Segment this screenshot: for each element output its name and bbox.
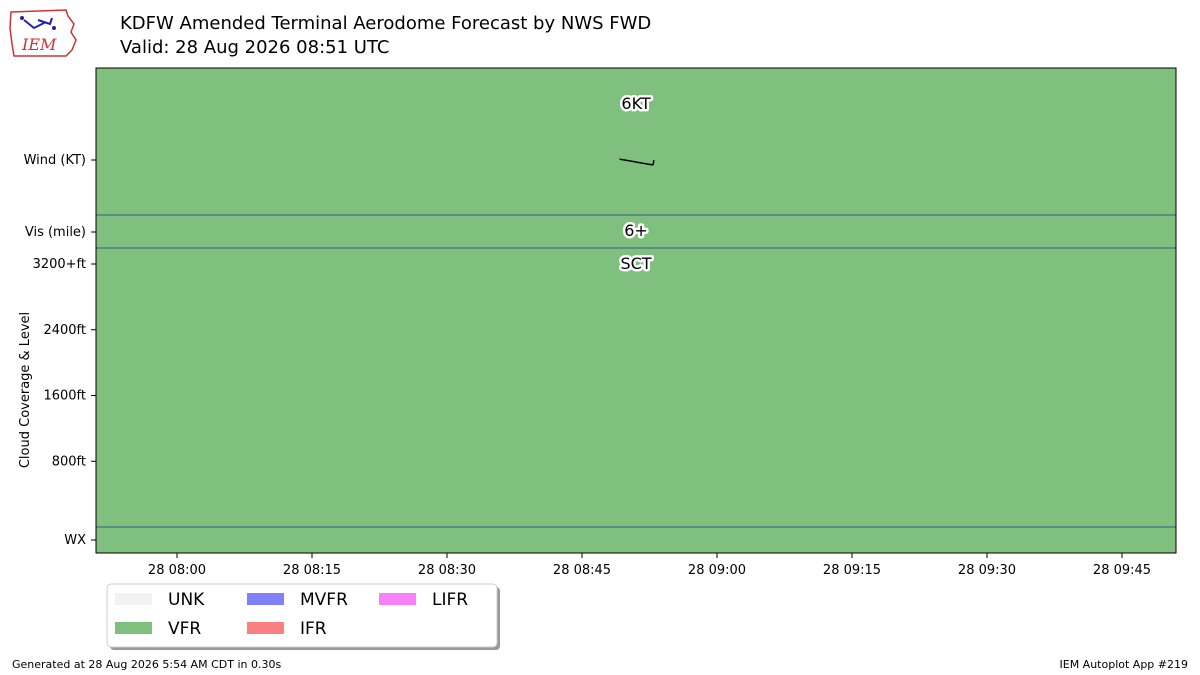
x-tick-label: 28 09:45 [1093, 563, 1151, 578]
legend-swatch-lifr [379, 593, 416, 605]
y-tick-label: 800ft [52, 454, 86, 469]
legend-swatch-ifr [247, 622, 284, 634]
wind-barb-flag [652, 159, 655, 166]
x-tick-label: 28 08:30 [418, 563, 476, 578]
chart-title: KDFW Amended Terminal Aerodome Forecast … [120, 13, 652, 34]
svg-text:IEM: IEM [21, 35, 57, 54]
cloud-label-halo: SCT [620, 254, 651, 273]
legend-label-unk: UNK [168, 590, 205, 610]
x-tick-label: 28 08:00 [148, 563, 206, 578]
legend-swatch-mvfr [247, 593, 284, 605]
y-tick-label: 1600ft [43, 389, 86, 404]
chart-subtitle: Valid: 28 Aug 2026 08:51 UTC [120, 37, 390, 58]
y-tick-label: Vis (mile) [25, 225, 86, 240]
x-tick-label: 28 09:15 [823, 563, 881, 578]
y-tick-label: Wind (KT) [24, 153, 86, 168]
y-tick-label: WX [64, 533, 86, 548]
iem-logo: IEM [9, 9, 77, 57]
legend-swatch-unk [115, 593, 152, 605]
x-tick-label: 28 09:00 [688, 563, 746, 578]
y-axis-title: Cloud Coverage & Level [18, 312, 33, 468]
cloud-label: SCT [620, 254, 651, 273]
x-tick-label: 28 09:30 [958, 563, 1016, 578]
vis-label-halo: 6+ [624, 221, 648, 240]
x-tick-label: 28 08:45 [553, 563, 611, 578]
legend-label-ifr: IFR [300, 619, 327, 639]
legend-label-lifr: LIFR [432, 590, 468, 610]
y-tick-label: 2400ft [43, 323, 86, 338]
wind-barb-staff [619, 158, 654, 166]
legend-swatch-vfr [115, 622, 152, 634]
footer-generated: Generated at 28 Aug 2026 5:54 AM CDT in … [12, 658, 282, 671]
plot-frame [95, 67, 1177, 554]
legend-label-mvfr: MVFR [300, 590, 348, 610]
footer-app: IEM Autoplot App #219 [1059, 658, 1189, 671]
x-tick-label: 28 08:15 [283, 563, 341, 578]
flight-category-band [96, 68, 1176, 553]
wind-label-halo: 6KT [621, 94, 650, 113]
wind-label: 6KT [621, 94, 650, 113]
vis-label: 6+ [624, 221, 648, 240]
legend-label-vfr: VFR [168, 619, 201, 639]
y-tick-label: 3200+ft [33, 257, 86, 272]
